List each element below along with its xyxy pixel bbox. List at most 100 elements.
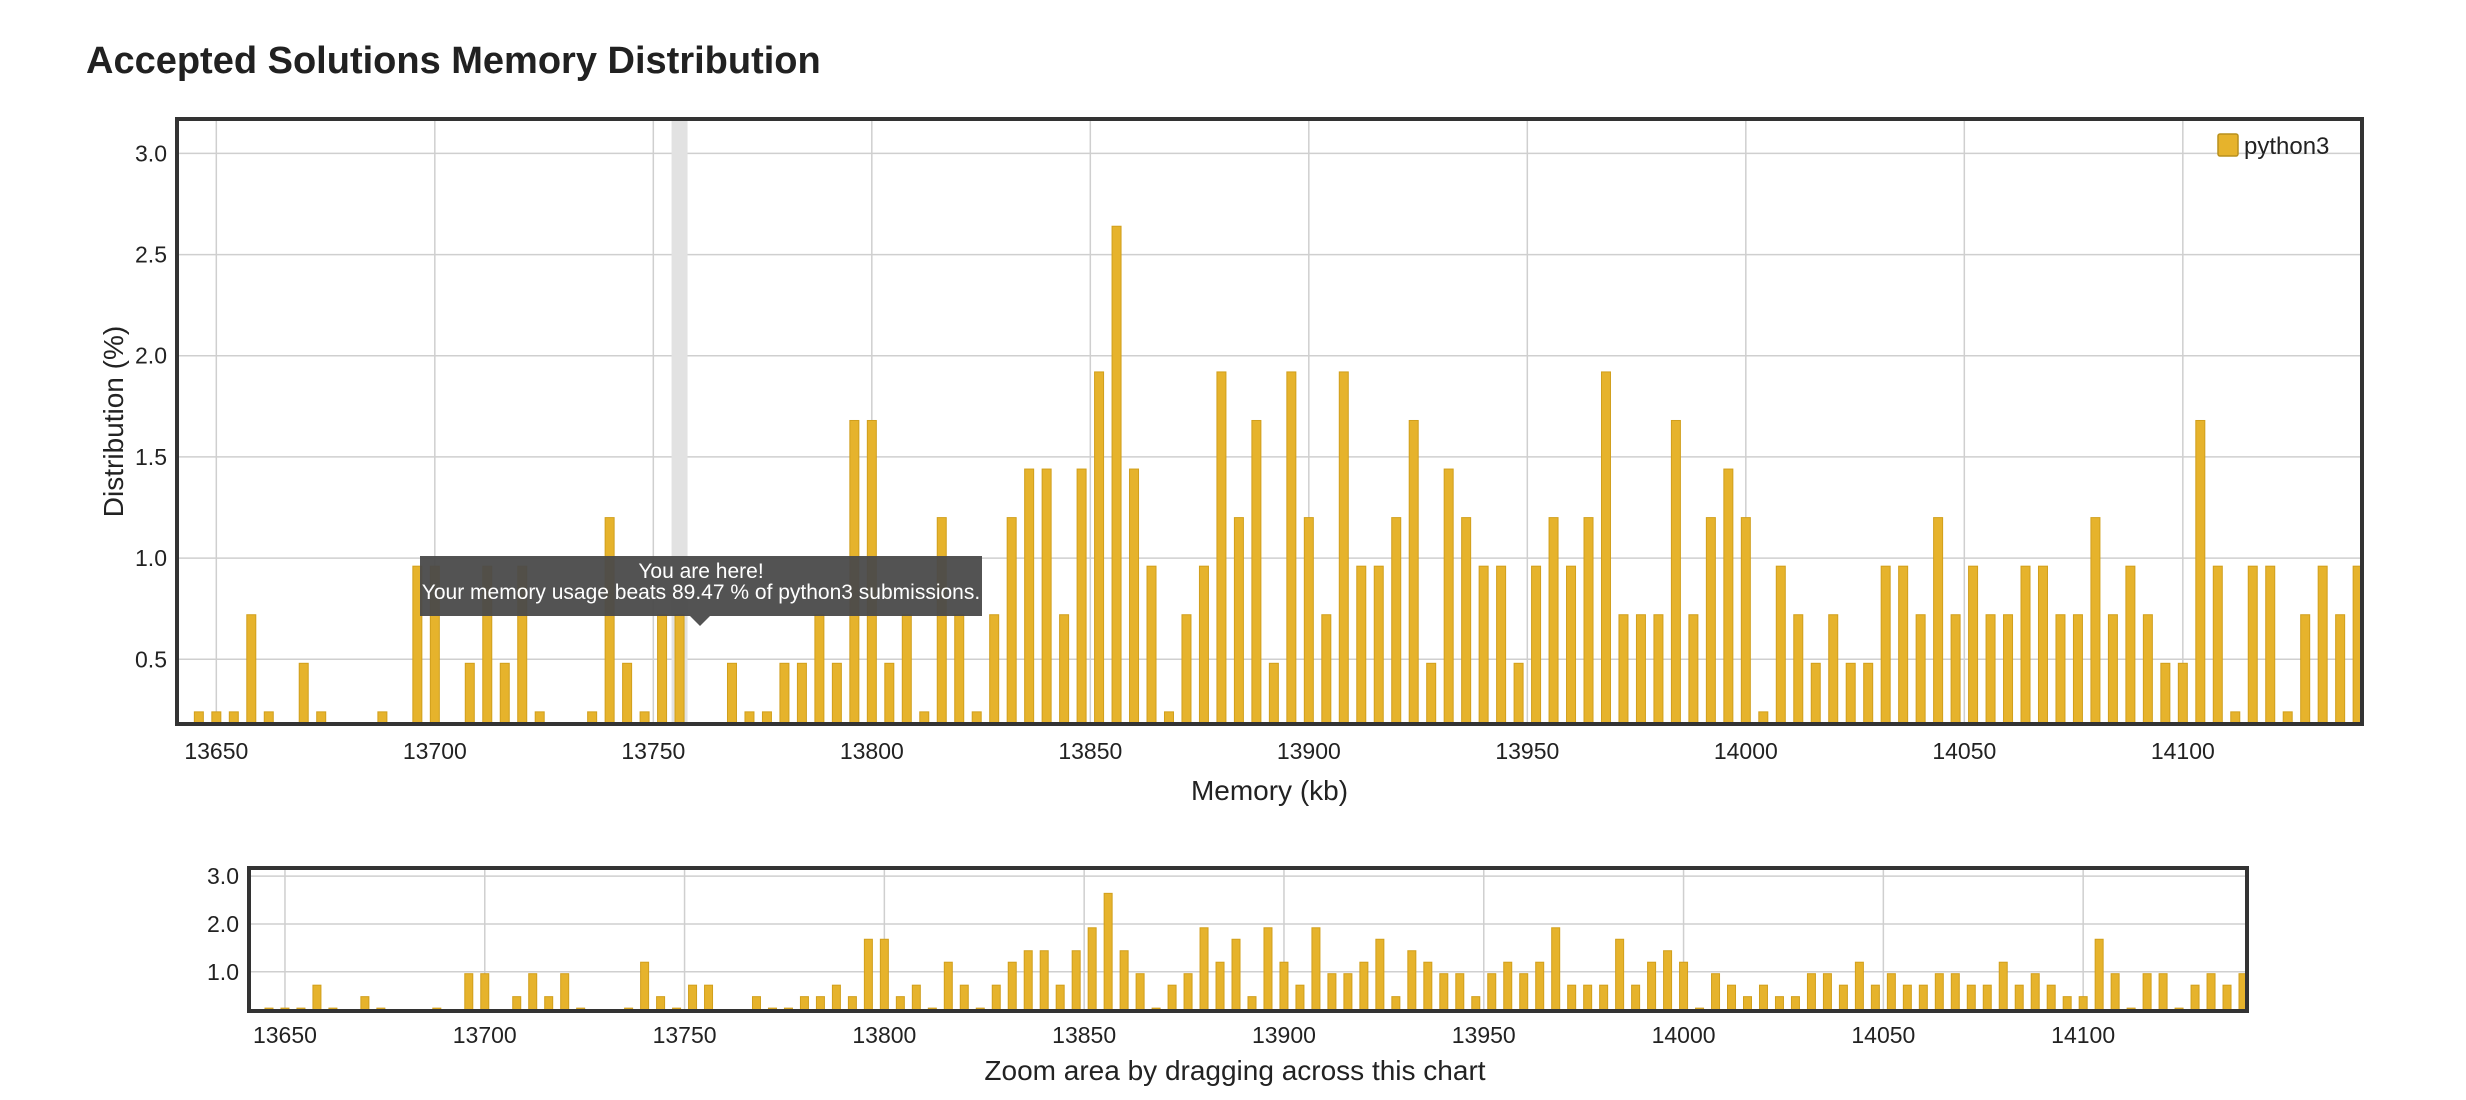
bar[interactable]: [1968, 565, 1979, 725]
bar[interactable]: [1647, 961, 1657, 1012]
bar[interactable]: [1863, 662, 1874, 725]
bar[interactable]: [1251, 419, 1262, 725]
bar[interactable]: [1181, 614, 1192, 725]
bar[interactable]: [1439, 973, 1449, 1012]
bar[interactable]: [1343, 973, 1353, 1012]
bar[interactable]: [312, 984, 322, 1012]
bar[interactable]: [480, 973, 490, 1012]
bar[interactable]: [2055, 614, 2066, 725]
bar[interactable]: [1806, 973, 1816, 1012]
bar[interactable]: [1663, 950, 1673, 1012]
bar[interactable]: [1471, 996, 1481, 1012]
bar[interactable]: [512, 996, 522, 1012]
bar[interactable]: [911, 984, 921, 1012]
bar[interactable]: [528, 973, 538, 1012]
bar[interactable]: [1653, 614, 1664, 725]
bar[interactable]: [1531, 565, 1542, 725]
bar[interactable]: [1146, 565, 1157, 725]
bar[interactable]: [1076, 468, 1087, 725]
bar[interactable]: [1327, 973, 1337, 1012]
bar[interactable]: [246, 614, 257, 725]
bar[interactable]: [560, 973, 570, 1012]
bar[interactable]: [936, 517, 947, 725]
bar[interactable]: [1119, 950, 1129, 1012]
bar[interactable]: [1600, 371, 1611, 725]
bar[interactable]: [1461, 517, 1472, 725]
bar[interactable]: [1023, 950, 1033, 1012]
bar[interactable]: [1727, 984, 1737, 1012]
bar[interactable]: [1902, 984, 1912, 1012]
bar[interactable]: [1519, 973, 1529, 1012]
bar[interactable]: [1854, 961, 1864, 1012]
bar[interactable]: [2072, 614, 2083, 725]
bar[interactable]: [1303, 517, 1314, 725]
bar[interactable]: [1758, 984, 1768, 1012]
bar[interactable]: [604, 517, 615, 725]
bar[interactable]: [831, 984, 841, 1012]
bar[interactable]: [2020, 565, 2031, 725]
bar[interactable]: [1356, 565, 1367, 725]
bar[interactable]: [895, 996, 905, 1012]
bar[interactable]: [1966, 984, 1976, 1012]
bar[interactable]: [298, 662, 309, 725]
bar[interactable]: [1743, 996, 1752, 1012]
bar[interactable]: [1487, 973, 1497, 1012]
bar[interactable]: [1094, 371, 1105, 725]
bar[interactable]: [1583, 517, 1594, 725]
bar[interactable]: [1566, 565, 1577, 725]
bar[interactable]: [796, 662, 807, 725]
bar[interactable]: [1950, 973, 1960, 1012]
bar[interactable]: [1503, 961, 1513, 1012]
bar[interactable]: [2107, 614, 2118, 725]
bar[interactable]: [1455, 973, 1465, 1012]
bar[interactable]: [1631, 984, 1641, 1012]
bar[interactable]: [622, 662, 633, 725]
bar[interactable]: [954, 614, 965, 725]
bar[interactable]: [2110, 973, 2120, 1012]
bar[interactable]: [989, 614, 1000, 725]
bar[interactable]: [1740, 517, 1751, 725]
bar[interactable]: [1711, 973, 1721, 1012]
bar[interactable]: [2037, 565, 2048, 725]
bar[interactable]: [657, 614, 668, 725]
bar[interactable]: [499, 662, 510, 725]
bar[interactable]: [1775, 565, 1786, 725]
bar[interactable]: [1024, 468, 1035, 725]
bar[interactable]: [991, 984, 1001, 1012]
bar[interactable]: [2190, 984, 2200, 1012]
bar[interactable]: [1373, 565, 1384, 725]
bar[interactable]: [901, 614, 912, 725]
bar[interactable]: [1982, 984, 1992, 1012]
bar[interactable]: [1478, 565, 1489, 725]
bar[interactable]: [1426, 662, 1437, 725]
bar[interactable]: [1216, 371, 1227, 725]
bar[interactable]: [1985, 614, 1996, 725]
bar[interactable]: [1599, 984, 1609, 1012]
bar[interactable]: [1670, 419, 1681, 725]
bar[interactable]: [1898, 565, 1909, 725]
bar[interactable]: [1167, 984, 1177, 1012]
bar[interactable]: [1870, 984, 1880, 1012]
bar[interactable]: [726, 662, 737, 725]
bar[interactable]: [1295, 984, 1305, 1012]
bar[interactable]: [360, 996, 370, 1012]
bar[interactable]: [1774, 996, 1784, 1012]
bar[interactable]: [1375, 938, 1385, 1012]
bar[interactable]: [2247, 565, 2258, 725]
bar[interactable]: [1513, 662, 1524, 725]
bar[interactable]: [1231, 938, 1241, 1012]
bar[interactable]: [1039, 950, 1049, 1012]
bar[interactable]: [1338, 371, 1349, 725]
bar[interactable]: [1359, 961, 1369, 1012]
bar[interactable]: [640, 961, 650, 1012]
bar[interactable]: [1215, 961, 1225, 1012]
bar[interactable]: [674, 614, 685, 725]
bar[interactable]: [884, 662, 895, 725]
bar[interactable]: [1233, 517, 1244, 725]
bar[interactable]: [2014, 984, 2024, 1012]
bar[interactable]: [1311, 927, 1321, 1012]
bar[interactable]: [1793, 614, 1804, 725]
bar[interactable]: [2300, 614, 2311, 725]
bar[interactable]: [1998, 961, 2008, 1012]
bar[interactable]: [1880, 565, 1891, 725]
